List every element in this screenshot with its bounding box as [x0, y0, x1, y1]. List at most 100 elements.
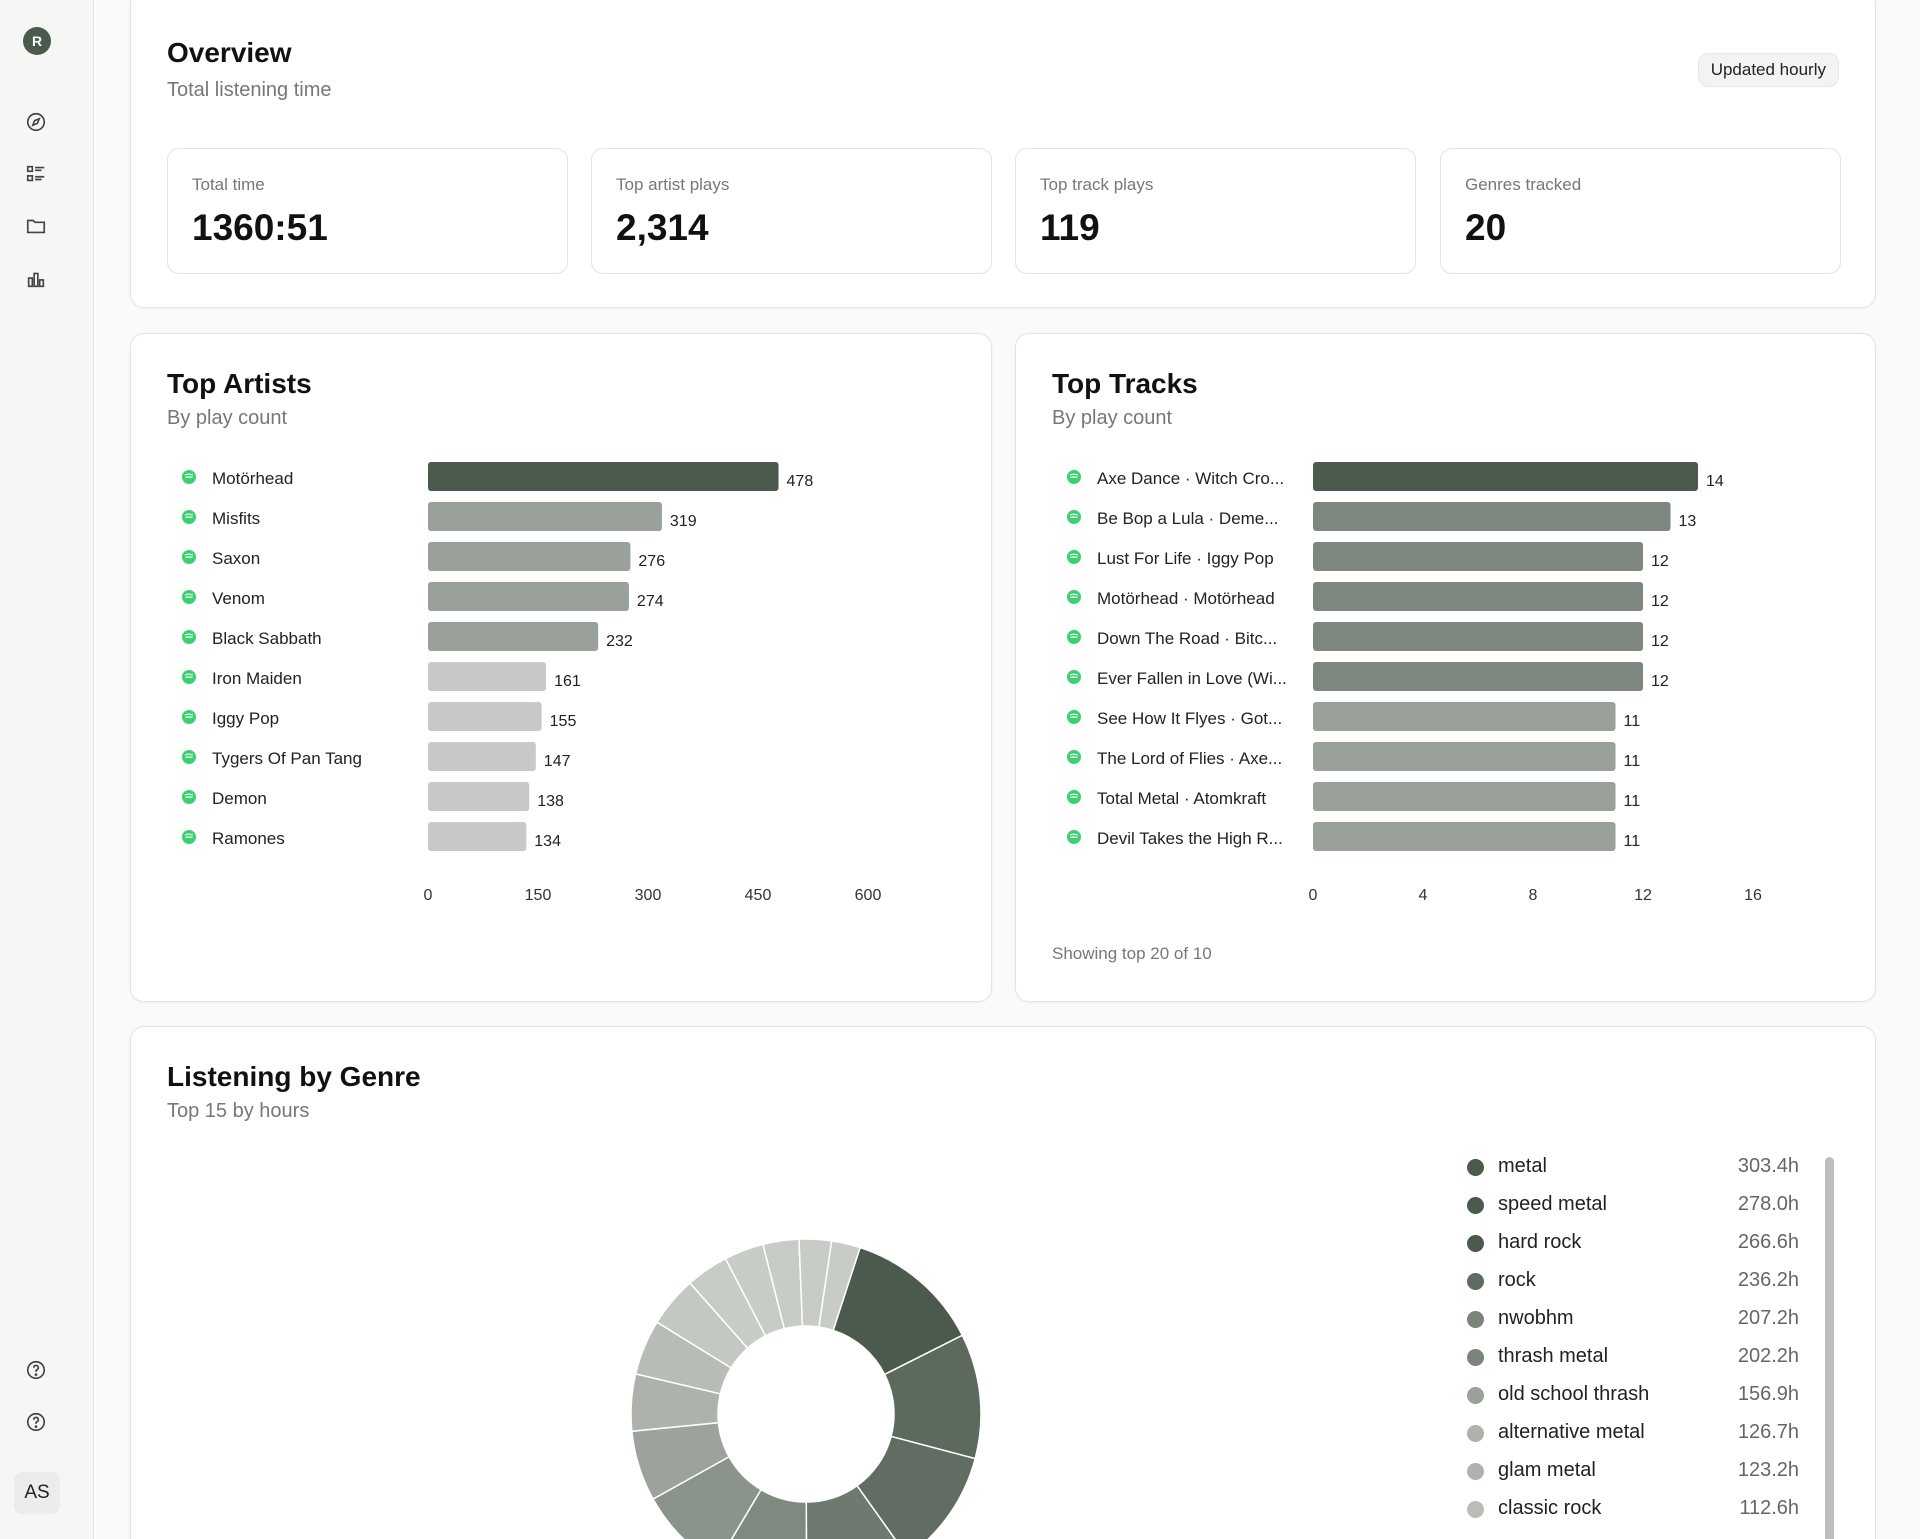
bar — [428, 782, 530, 811]
bar-label: Misfits — [212, 509, 260, 528]
legend-scrollbar[interactable] — [1825, 1157, 1834, 1539]
bar-value-label: 478 — [787, 473, 814, 490]
bar-label: Total Metal · Atomkraft — [1097, 789, 1266, 808]
top-artists-card: Top Artists By play count Motörhead 478 Mi… — [130, 333, 992, 1002]
legend-label: thrash metal — [1498, 1345, 1609, 1367]
bar-label: The Lord of Flies · Axe... — [1097, 749, 1282, 768]
legend-swatch — [1467, 1159, 1484, 1176]
bar — [1313, 622, 1643, 651]
tracks-subtitle: By play count — [1052, 407, 1173, 429]
x-tick-label: 16 — [1744, 887, 1762, 904]
legend-swatch — [1467, 1235, 1484, 1252]
bar — [428, 742, 536, 771]
legend-swatch — [1467, 1425, 1484, 1442]
legend-value: 207.2h — [1737, 1307, 1799, 1329]
bar — [1313, 782, 1616, 811]
legend-label: hard rock — [1498, 1231, 1582, 1253]
bar — [428, 502, 662, 531]
legend-swatch — [1467, 1311, 1484, 1328]
x-tick-label: 12 — [1634, 887, 1652, 904]
bar-label: Ramones — [212, 829, 285, 848]
legend-item[interactable]: rock 236.2h — [1467, 1266, 1819, 1296]
legend-item[interactable]: glam metal 123.2h — [1467, 1456, 1819, 1486]
legend-swatch — [1467, 1197, 1484, 1214]
legend-label: rock — [1498, 1269, 1536, 1291]
spotify-icon-waves — [1069, 633, 1079, 639]
legend-value: 112.6h — [1739, 1497, 1799, 1519]
legend-item[interactable]: metal 303.4h — [1467, 1152, 1819, 1182]
bar — [428, 582, 629, 611]
legend-value: 236.2h — [1737, 1269, 1799, 1291]
overview-title: Overview — [167, 37, 292, 68]
bar-label: Motörhead · Motörhead — [1097, 589, 1275, 608]
bar-value-label: 147 — [544, 753, 571, 770]
app-logo[interactable]: R — [23, 27, 51, 55]
bar-value-label: 11 — [1624, 753, 1641, 770]
compass-icon[interactable] — [23, 109, 49, 135]
bar — [428, 462, 779, 491]
legend-label: alternative metal — [1498, 1421, 1645, 1443]
stat-label: Top artist plays — [616, 175, 730, 194]
legend-label: old school thrash — [1498, 1383, 1650, 1405]
genre-legend: metal 303.4h speed metal 278.0h hard rock 266… — [1467, 1152, 1819, 1539]
bar-label: Axe Dance · Witch Cro... — [1097, 469, 1284, 488]
bar-label: Ever Fallen in Love (Wi... — [1097, 669, 1287, 688]
donut-slice — [805, 1484, 896, 1539]
legend-item[interactable]: classic rock 112.6h — [1467, 1494, 1819, 1524]
spotify-icon-waves — [1069, 713, 1079, 719]
bar-label: Iggy Pop — [212, 709, 279, 728]
spotify-icon-waves — [1069, 673, 1079, 679]
legend-item[interactable]: old school thrash 156.9h — [1467, 1380, 1819, 1410]
genre-donut-chart — [630, 1238, 982, 1539]
x-tick-label: 4 — [1419, 887, 1428, 904]
legend-value: 126.7h — [1737, 1421, 1799, 1443]
x-tick-label: 0 — [424, 887, 433, 904]
spotify-icon-waves — [184, 753, 194, 759]
tracks-footnote: Showing top 20 of 10 — [1052, 944, 1212, 963]
spotify-icon-waves — [184, 633, 194, 639]
legend-item[interactable]: nwobhm 207.2h — [1467, 1304, 1819, 1334]
bar-value-label: 12 — [1651, 553, 1669, 570]
x-tick-label: 0 — [1309, 887, 1318, 904]
legend-value: 303.4h — [1737, 1155, 1799, 1177]
bar-label: Saxon — [212, 549, 260, 568]
bar-label: Lust For Life · Iggy Pop — [1097, 549, 1274, 568]
spotify-icon-waves — [184, 793, 194, 799]
list-icon[interactable] — [23, 161, 49, 187]
folder-icon[interactable] — [23, 213, 49, 239]
legend-item[interactable]: alternative metal 126.7h — [1467, 1418, 1819, 1448]
spotify-icon-waves — [184, 553, 194, 559]
legend-item[interactable]: hard rock 266.6h — [1467, 1228, 1819, 1258]
help-icon[interactable] — [23, 1409, 49, 1435]
overview-subtitle: Total listening time — [167, 79, 332, 101]
legend-value: 156.9h — [1737, 1383, 1799, 1405]
bar-value-label: 11 — [1624, 793, 1641, 810]
x-tick-label: 8 — [1529, 887, 1538, 904]
help-icon[interactable] — [23, 1357, 49, 1383]
legend-label: classic rock — [1498, 1497, 1602, 1519]
stat-label: Top track plays — [1040, 175, 1154, 194]
spotify-icon-waves — [1069, 473, 1079, 479]
legend-swatch — [1467, 1349, 1484, 1366]
tracks-title: Top Tracks — [1052, 368, 1198, 399]
bar-label: Iron Maiden — [212, 669, 302, 688]
stat-card-top-artist-plays: Top artist plays 2,314 — [591, 148, 992, 274]
spotify-icon-waves — [184, 713, 194, 719]
bar-value-label: 319 — [670, 513, 697, 530]
legend-value: 202.2h — [1737, 1345, 1799, 1367]
top-tracks-card: Top Tracks By play count Axe Dance · Wit… — [1015, 333, 1876, 1002]
bar — [428, 542, 631, 571]
donut-slice — [730, 1488, 808, 1539]
stat-card-total-time: Total time 1360:51 — [167, 148, 568, 274]
bar-chart-icon[interactable] — [23, 266, 49, 292]
overview-card: Overview Total listening time Updated ho… — [130, 0, 1876, 308]
spotify-icon-waves — [1069, 793, 1079, 799]
user-avatar[interactable]: AS — [14, 1472, 60, 1514]
spotify-icon-waves — [184, 833, 194, 839]
artists-title: Top Artists — [167, 368, 312, 399]
spotify-icon-waves — [1069, 593, 1079, 599]
legend-item[interactable]: thrash metal 202.2h — [1467, 1342, 1819, 1372]
stat-label: Total time — [192, 175, 265, 194]
legend-label: metal — [1498, 1155, 1547, 1177]
legend-item[interactable]: speed metal 278.0h — [1467, 1190, 1819, 1220]
